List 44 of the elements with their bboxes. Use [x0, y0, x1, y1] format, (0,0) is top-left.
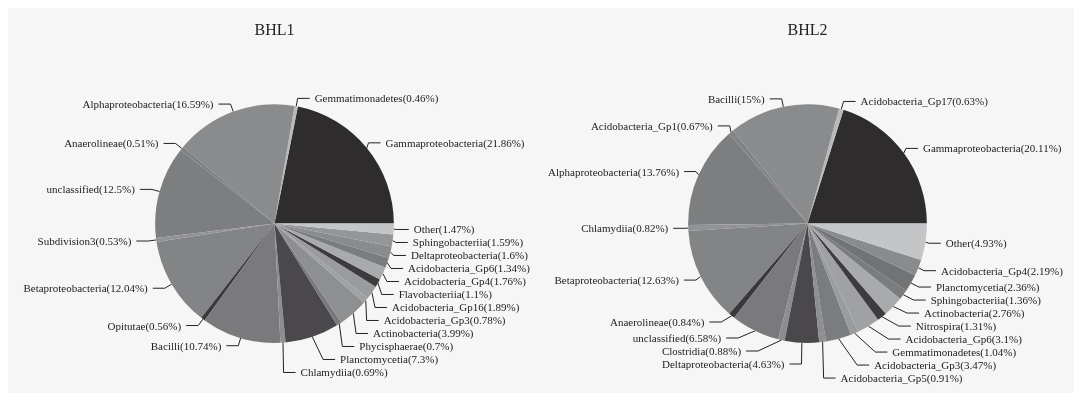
slice-label: Planctomycetia(2.36%) — [935, 281, 1040, 295]
slice-label: Planctomycetia(7.3%) — [340, 353, 439, 367]
slice-label: Phycisphaerae(0.7%) — [359, 340, 454, 354]
slice-label: Bacilli(10.74%) — [150, 339, 222, 353]
slice-label: Anaerolineae(0.84%) — [609, 315, 705, 329]
slice-label: Chlamydiia(0.82%) — [581, 222, 669, 236]
slice-label: Acidobacteria_Gp3(3.47%) — [874, 359, 997, 373]
slice-label: Sphingobacteriia(1.36%) — [930, 294, 1042, 308]
slice-label: Gemmatimonadetes(0.46%) — [314, 92, 439, 106]
slice-label: Alphaproteobacteria(13.76%) — [548, 165, 680, 179]
slice-label: unclassified(6.58%) — [632, 332, 722, 346]
slice-label: Opitutae(0.56%) — [107, 319, 182, 333]
slice-label: Gammaproteobacteria(21.86%) — [385, 136, 525, 150]
chart-title: BHL1 — [254, 20, 295, 38]
slice-label: Acidobacteria_Gp17(0.63%) — [860, 95, 989, 109]
slice-label: Flavobacteriia(1.1%) — [398, 288, 493, 302]
slice-label: Anaerolineae(0.51%) — [64, 137, 159, 151]
slice-label: Betaproteobacteria(12.04%) — [23, 282, 149, 296]
chart-title: BHL2 — [787, 20, 828, 38]
slice-label: Acidobacteria_Gp6(1.34%) — [408, 262, 531, 276]
slice-label: Acidobacteria_Gp3(0.78%) — [383, 314, 506, 328]
slice-label: Actinobacteria(2.76%) — [924, 307, 1025, 321]
slice-label: Acidobacteria_Gp5(0.91%) — [840, 372, 963, 386]
slice-label: Clostridia(0.88%) — [661, 345, 742, 359]
slice-label: Deltaproteobacteria(1.6%) — [410, 249, 529, 263]
slice-label: Subdivision3(0.53%) — [37, 235, 132, 249]
slice-label: Actinobacteria(3.99%) — [373, 327, 474, 341]
slice-label: Acidobacteria_Gp4(1.76%) — [403, 275, 527, 289]
slice-label: Other(4.93%) — [945, 237, 1007, 251]
slice-label: Chlamydiia(0.69%) — [300, 366, 388, 380]
slice-label: Betaproteobacteria(12.63%) — [554, 274, 680, 288]
slice-label: Acidobacteria_Gp6(3.1%) — [905, 333, 1023, 347]
slice-label: Bacilli(15%) — [707, 92, 766, 106]
slice-label: Acidobacteria_Gp4(2.19%) — [940, 264, 1064, 278]
slice-label: Acidobacteria_Gp1(0.67%) — [590, 119, 714, 133]
slice-label: Sphingobacteriia(1.59%) — [412, 236, 524, 250]
slice-label: Nitrospira(1.31%) — [915, 320, 997, 334]
slice-label: Other(1.47%) — [413, 223, 475, 237]
slice-label: Gemmatimonadetes(1.04%) — [892, 346, 1017, 360]
slice-label: Gammaproteobacteria(20.11%) — [922, 142, 1062, 156]
slice-label: Alphaproteobacteria(16.59%) — [82, 98, 214, 112]
slice-label: unclassified(12.5%) — [46, 183, 136, 197]
slice-label: Deltaproteobacteria(4.63%) — [662, 358, 785, 372]
slice-label: Acidobacteria_Gp16(1.89%) — [392, 301, 520, 315]
